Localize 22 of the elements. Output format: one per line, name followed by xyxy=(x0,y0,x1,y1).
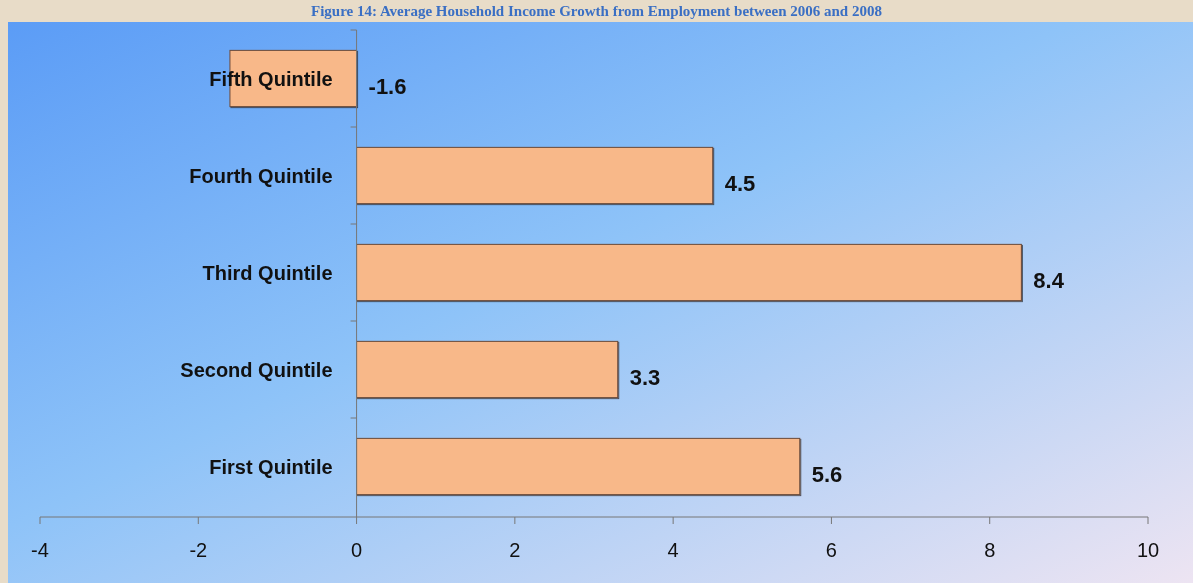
x-tick-label: -2 xyxy=(189,539,208,561)
data-label: 8.4 xyxy=(1033,267,1065,293)
chart-title: Figure 14: Average Household Income Growth from Employment between 2006 and 2008 xyxy=(311,3,882,19)
bar xyxy=(356,340,619,399)
data-label: 5.6 xyxy=(811,461,843,487)
y-tick-label: Second Quintile xyxy=(180,358,333,381)
x-tick-label: 2 xyxy=(509,539,521,561)
y-tick-label: First Quintile xyxy=(209,455,333,478)
x-tick-label: 0 xyxy=(351,539,363,561)
bar xyxy=(356,437,801,496)
x-tick-label: 8 xyxy=(984,539,996,561)
x-tick-label: 6 xyxy=(825,539,837,561)
x-tick-label: 4 xyxy=(667,539,679,561)
bar xyxy=(356,243,1022,302)
y-tick-label: Third Quintile xyxy=(202,261,333,284)
data-label: 4.5 xyxy=(724,170,756,196)
x-tick-label: 10 xyxy=(1136,539,1160,561)
x-tick-label: -4 xyxy=(31,539,49,561)
bar xyxy=(356,146,714,205)
data-label: 3.3 xyxy=(629,364,661,390)
y-tick-label: Fourth Quintile xyxy=(189,164,333,187)
data-label: -1.6 xyxy=(368,73,407,99)
